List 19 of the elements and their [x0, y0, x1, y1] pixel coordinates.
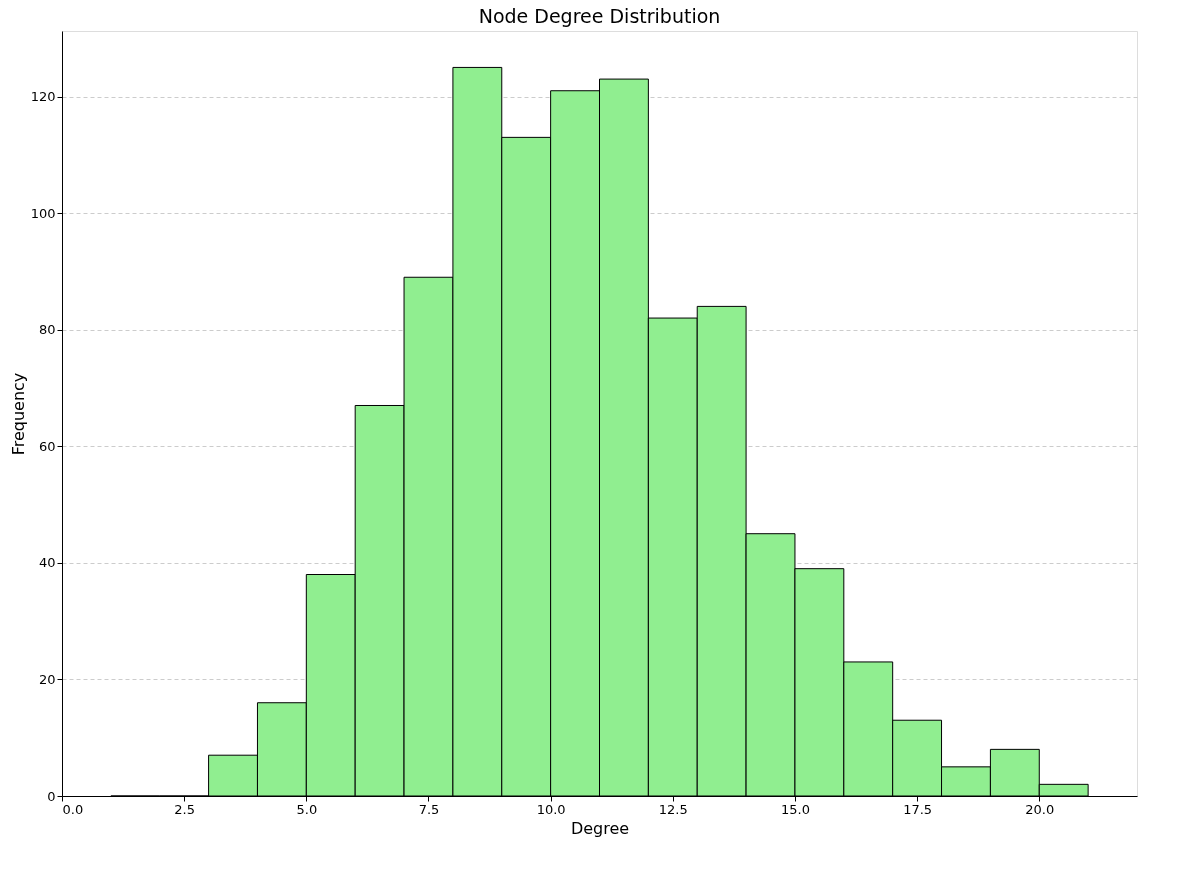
chart-title: Node Degree Distribution: [478, 5, 721, 27]
y-tick-label: 20: [38, 671, 56, 687]
x-tick-label: 17.5: [903, 801, 933, 817]
x-tick-label: 15.0: [780, 801, 810, 817]
x-tick-label: 20.0: [1025, 801, 1055, 817]
y-tick-label: 60: [38, 438, 56, 454]
y-tick-label: 80: [38, 322, 56, 338]
x-tick-label: 2.5: [174, 801, 195, 817]
x-tick-label: 7.5: [418, 801, 440, 817]
y-tick-label: 100: [30, 205, 56, 221]
x-tick-label: 12.5: [658, 801, 688, 817]
x-tick-label: 5.0: [296, 801, 318, 817]
x-axis-title: Degree: [570, 818, 630, 838]
y-tick-label: 40: [38, 555, 56, 571]
y-tick-label: 0: [47, 788, 56, 804]
x-tick-label: 10.0: [536, 801, 566, 817]
y-tick-label: 120: [30, 89, 56, 105]
x-tick-label: 0.0: [62, 801, 84, 817]
y-axis-title: Frequency: [8, 372, 28, 456]
